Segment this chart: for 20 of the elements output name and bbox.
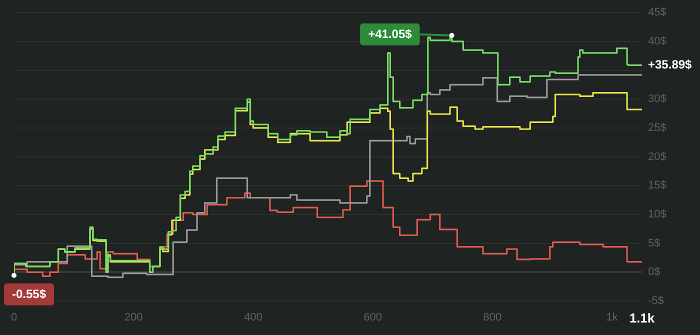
y-tick-label: 40$ [648, 35, 666, 48]
y-tick-label: 5$ [648, 237, 660, 250]
x-tick-label: 1.1k [629, 310, 656, 326]
y-tick-label: 10$ [648, 208, 666, 221]
x-tick-label: 800 [483, 312, 502, 324]
y-tick-label: -5$ [648, 295, 664, 308]
annotation: +41.05$ [368, 27, 412, 42]
x-tick-label: 200 [124, 312, 143, 324]
x-tick-label: 0 [10, 312, 18, 324]
y-tick-label: 0$ [648, 266, 660, 278]
x-tick-label: 400 [244, 312, 262, 324]
x-tick-label: 600 [364, 312, 382, 324]
annotation: +35.89$ [648, 57, 692, 72]
y-tick-label: 25$ [648, 122, 666, 134]
y-tick-label: 45$ [648, 6, 666, 19]
y-tick-label: 15$ [648, 180, 666, 192]
annotation: -0.55$ [12, 287, 46, 302]
x-tick-label: 1k [606, 312, 618, 324]
y-tick-label: 30$ [648, 93, 666, 106]
y-tick-label: 20$ [648, 150, 666, 163]
